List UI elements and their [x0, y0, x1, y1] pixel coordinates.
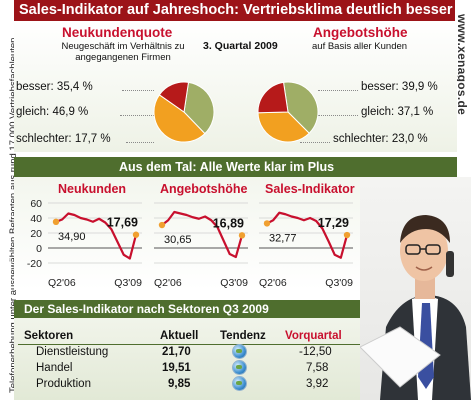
- end-value-label: 17,69: [107, 216, 138, 230]
- y-tick-label: 60: [30, 198, 42, 210]
- col-header-previous: Vorquartal: [285, 330, 342, 342]
- x-end-label: Q3'09: [325, 277, 353, 289]
- x-start-label: Q2'06: [48, 277, 76, 289]
- page-title: Sales-Indikator auf Jahreshoch: Vertrieb…: [14, 0, 455, 21]
- cell-previous: -12,50: [299, 346, 332, 358]
- endpoint-marker: [263, 220, 271, 227]
- series-line: [55, 212, 138, 260]
- endpoint-marker: [132, 231, 140, 238]
- right-pie-label-schlechter: schlechter: 23,0 %: [333, 133, 428, 145]
- line-title-angebotshoehe: Angebotshöhe: [160, 182, 248, 196]
- table-title: Der Sales-Indikator nach Sektoren Q3 200…: [14, 300, 360, 318]
- cell-sector: Produktion: [36, 378, 91, 390]
- cell-previous: 7,58: [306, 362, 329, 374]
- website-label: www.xenagos.de: [455, 14, 469, 116]
- pie-subtitle-neukundenquote: Neugeschäft im Verhältnis zu angegangene…: [61, 41, 185, 63]
- y-tick-label: 0: [36, 243, 42, 255]
- x-end-label: Q3'09: [114, 277, 142, 289]
- left-pie-label-gleich: gleich: 46,9 %: [16, 106, 89, 118]
- pie-chart-neukundenquote: [153, 81, 215, 143]
- leader-line: [318, 90, 358, 91]
- start-value-label: 30,65: [164, 234, 192, 246]
- pie-slice-besser: [183, 81, 215, 135]
- sector-table: [14, 318, 360, 400]
- pie-subtitle-angebotshoehe: auf Basis aller Kunden: [312, 41, 408, 52]
- pie-slice-besser: [282, 81, 319, 134]
- leader-line: [318, 115, 358, 116]
- cell-sector: Handel: [36, 362, 73, 374]
- pie-title-angebotshoehe: Angebotshöhe: [313, 25, 408, 40]
- left-pie-label-besser: besser: 35,4 %: [16, 81, 93, 93]
- right-pie-label-gleich: gleich: 37,1 %: [361, 106, 434, 118]
- endpoint-marker: [52, 218, 60, 226]
- line-title-neukunden: Neukunden: [58, 182, 127, 196]
- globe-icon: [233, 377, 246, 390]
- end-value-label: 17,29: [318, 216, 349, 230]
- cell-current: 21,70: [162, 346, 191, 358]
- pie-chart-angebotshoehe: [257, 81, 319, 143]
- start-value-label: 34,90: [58, 231, 86, 243]
- series-line: [161, 210, 244, 259]
- section-banner: Aus dem Tal: Alle Werte klar im Plus: [14, 157, 457, 177]
- y-tick-label: 20: [30, 228, 42, 240]
- globe-icon: [233, 361, 246, 374]
- pie-slice-gleich: [257, 111, 310, 143]
- col-header-current: Aktuell: [160, 330, 199, 342]
- pie-section: [14, 21, 457, 152]
- start-value-label: 32,77: [269, 232, 297, 244]
- leader-line: [122, 90, 154, 91]
- leader-line: [120, 115, 154, 116]
- pie-title-neukundenquote: Neukundenquote: [62, 25, 173, 40]
- line-charts: 60 40 20 0 -20 34,90 17,69 Q2'06 Q3'09 30,65 16,89…: [27, 198, 353, 289]
- quarter-label: 3. Quartal 2009: [203, 40, 278, 52]
- pie-slice-schlechter: [257, 81, 289, 114]
- globe-icon: [233, 345, 246, 358]
- line-title-sales-indikator: Sales-Indikator: [265, 182, 355, 196]
- leader-line: [300, 142, 330, 143]
- cell-previous: 3,92: [306, 378, 329, 390]
- y-tick-label: -20: [27, 258, 42, 270]
- leader-line: [126, 142, 154, 143]
- x-start-label: Q2'06: [154, 277, 182, 289]
- col-header-trend: Tendenz: [220, 330, 266, 342]
- cell-sector: Dienstleistung: [36, 346, 109, 358]
- series-line: [266, 211, 349, 259]
- end-value-label: 16,89: [213, 216, 244, 230]
- pie-slice-schlechter: [158, 81, 190, 113]
- header-divider: [18, 344, 360, 345]
- cell-current: 9,85: [168, 378, 191, 390]
- col-header-sector: Sektoren: [24, 330, 74, 342]
- endpoint-marker: [343, 231, 351, 239]
- endpoint-marker: [158, 221, 166, 229]
- x-start-label: Q2'06: [259, 277, 287, 289]
- businessman-photo: [360, 177, 471, 400]
- pie-slice-gleich: [153, 94, 206, 143]
- y-tick-label: 40: [30, 213, 42, 225]
- x-end-label: Q3'09: [220, 277, 248, 289]
- cell-current: 19,51: [162, 362, 191, 374]
- left-pie-label-schlechter: schlechter: 17,7 %: [16, 133, 111, 145]
- right-pie-label-besser: besser: 39,9 %: [361, 81, 438, 93]
- businessman-illustration: [360, 215, 471, 400]
- endpoint-marker: [238, 232, 246, 239]
